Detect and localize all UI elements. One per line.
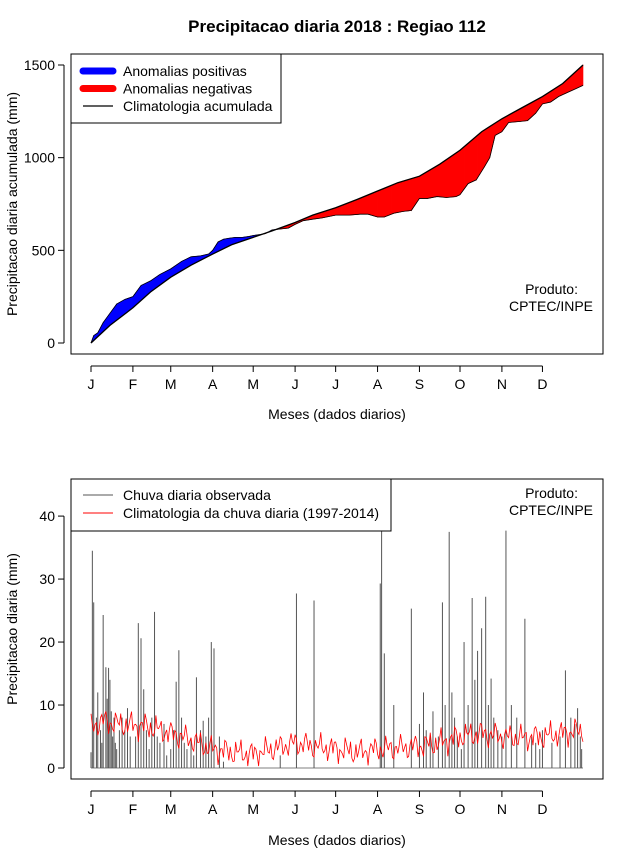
x-axis-label-top: Meses (dados diarios) <box>268 406 406 422</box>
x-tick-label: F <box>129 376 138 392</box>
y-axis-bottom: 0 10 20 30 40 <box>39 508 65 776</box>
x-tick-label: J <box>88 376 95 392</box>
figure-title: Precipitacao diaria 2018 : Regiao 112 <box>188 17 486 36</box>
x-tick-label: O <box>455 801 466 817</box>
x-tick-label: S <box>415 801 424 817</box>
x-tick-label: J <box>332 376 339 392</box>
climatology-daily-line <box>90 711 584 767</box>
x-tick-label: A <box>208 376 218 392</box>
x-tick-label: M <box>165 376 177 392</box>
x-tick-label: S <box>415 376 424 392</box>
legend-label-positive: Anomalias positivas <box>123 63 247 79</box>
legend-top: Anomalias positivas Anomalias negativas … <box>70 53 282 124</box>
observed-cumulative-line <box>90 85 584 344</box>
x-tick-label: F <box>129 801 138 817</box>
credit-line-1: Produto: <box>525 485 578 501</box>
x-tick-label: J <box>332 801 339 817</box>
y-tick-label: 1000 <box>24 150 55 166</box>
legend-box <box>70 478 392 532</box>
anomaly-negative-segment <box>581 64 584 87</box>
x-tick-label: O <box>455 376 466 392</box>
credit-line-2: CPTEC/INPE <box>509 502 593 518</box>
legend-label-climatology: Climatologia acumulada <box>123 98 273 114</box>
x-tick-label: J <box>88 801 95 817</box>
climatology-cumulative-line <box>90 64 584 344</box>
chart-daily: 0 10 20 30 40 J F M A M J J A S O N D Meses (dados diar… <box>4 478 604 848</box>
legend-label-observed: Chuva diaria observada <box>123 487 271 503</box>
credit-line-1: Produto: <box>525 281 578 297</box>
y-axis-label-bottom: Precipitacao diaria (mm) <box>4 553 20 705</box>
x-tick-label: M <box>247 801 259 817</box>
plot-frame-top <box>70 53 604 355</box>
x-tick-label: A <box>208 801 218 817</box>
climatology-line-layer <box>90 711 584 767</box>
credit-line-2: CPTEC/INPE <box>509 298 593 314</box>
y-tick-label: 0 <box>47 335 55 351</box>
x-tick-label: A <box>373 801 383 817</box>
legend-label-climatology: Climatologia da chuva diaria (1997-2014) <box>123 505 379 521</box>
x-tick-label: D <box>537 801 547 817</box>
x-tick-label: N <box>497 801 507 817</box>
legend-label-negative: Anomalias negativas <box>123 81 252 97</box>
y-tick-label: 40 <box>39 508 55 524</box>
y-tick-label: 10 <box>39 697 55 713</box>
x-tick-label: A <box>373 376 383 392</box>
y-axis-label-top: Precipitacao diaria acumulada (mm) <box>4 92 20 316</box>
line-layer <box>90 64 584 344</box>
legend-bottom: Chuva diaria observada Climatologia da c… <box>70 478 392 532</box>
x-tick-label: M <box>165 801 177 817</box>
y-tick-label: 0 <box>47 760 55 776</box>
x-tick-label: D <box>537 376 547 392</box>
y-tick-label: 500 <box>32 242 56 258</box>
x-tick-label: M <box>247 376 259 392</box>
chart-cumulative: 0 500 1000 1500 J F M A M J J A S O N D Meses (dados d… <box>4 53 604 422</box>
x-tick-label: J <box>292 376 299 392</box>
y-tick-label: 30 <box>39 571 55 587</box>
x-axis-label-bottom: Meses (dados diarios) <box>268 832 406 848</box>
x-tick-label: N <box>497 376 507 392</box>
x-tick-label: J <box>292 801 299 817</box>
y-tick-label: 1500 <box>24 57 55 73</box>
y-axis-top: 0 500 1000 1500 <box>24 57 65 351</box>
y-tick-label: 20 <box>39 634 55 650</box>
